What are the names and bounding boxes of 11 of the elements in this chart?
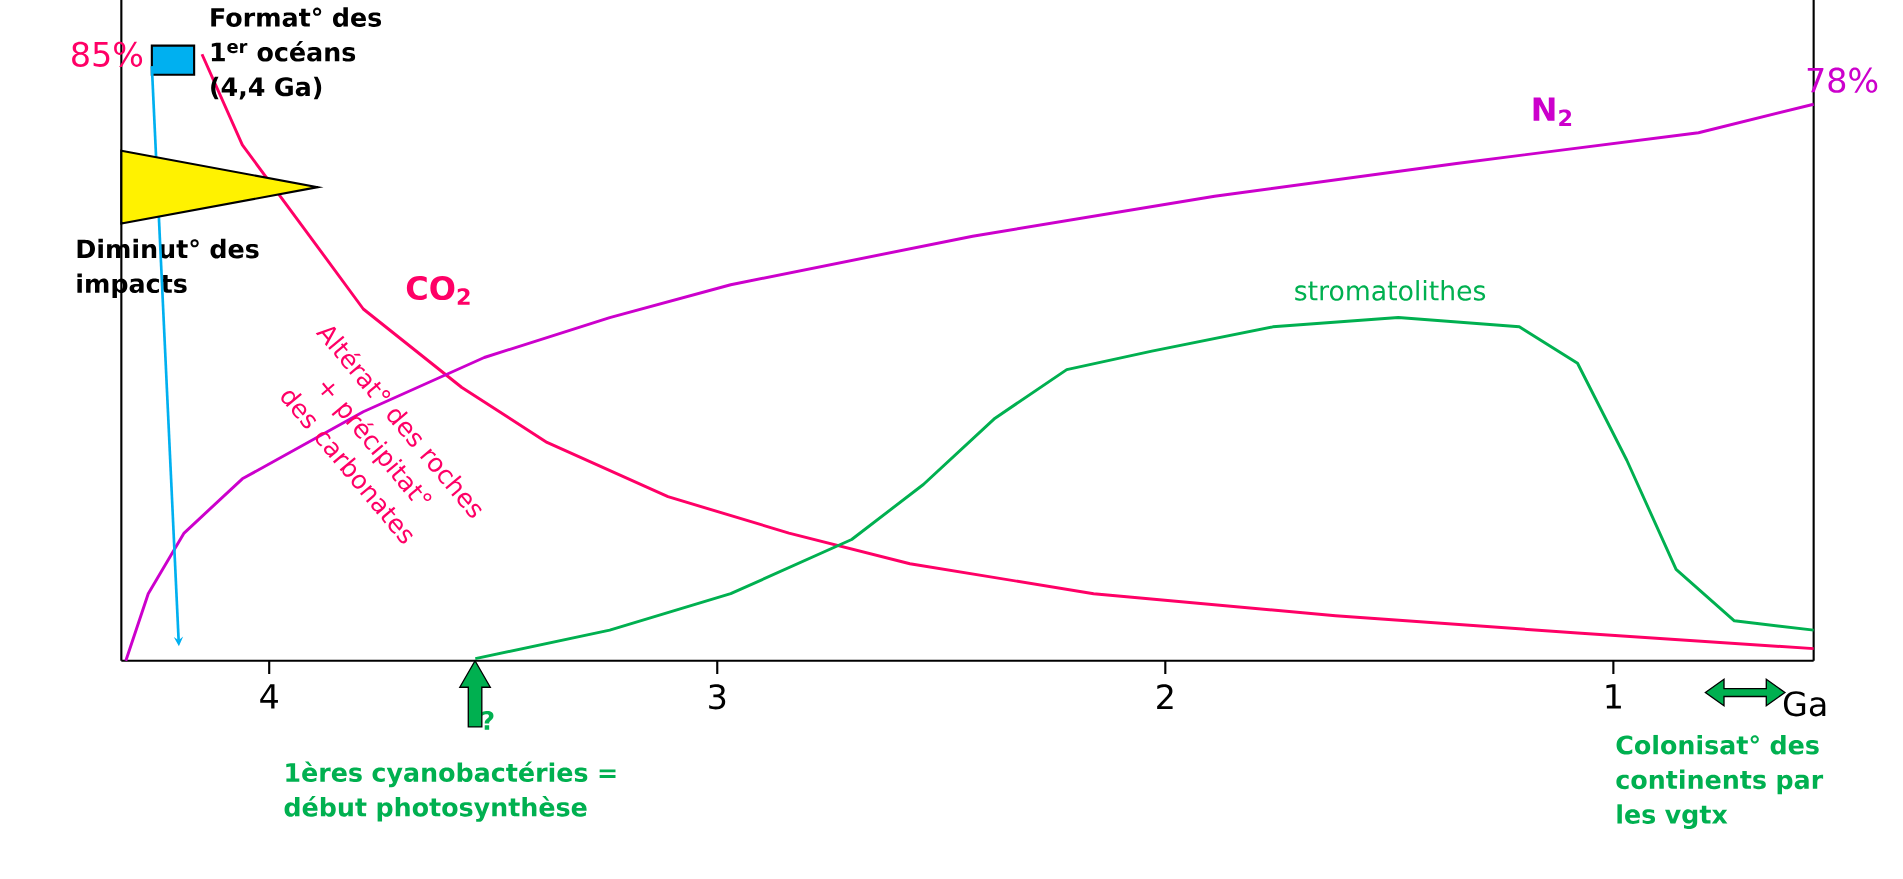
series-label: CO$_{2}$ — [406, 275, 470, 305]
series-label: stromatolithes — [1295, 280, 1486, 301]
text: ? — [482, 711, 494, 730]
x-tick-label: 1 — [1606, 684, 1621, 709]
x-tick-label: 4 — [260, 684, 278, 709]
x-axis-title: Ga — [1783, 691, 1826, 717]
text: 1ères cyanobactéries = début photosynthèse — [284, 761, 616, 822]
series-label: N$_{2}$ — [1533, 97, 1572, 127]
x-tick-label: 3 — [709, 684, 726, 710]
x-tick-label: 2 — [1157, 684, 1173, 709]
text: Colonisat° des continents par les vgtx — [1616, 735, 1824, 830]
